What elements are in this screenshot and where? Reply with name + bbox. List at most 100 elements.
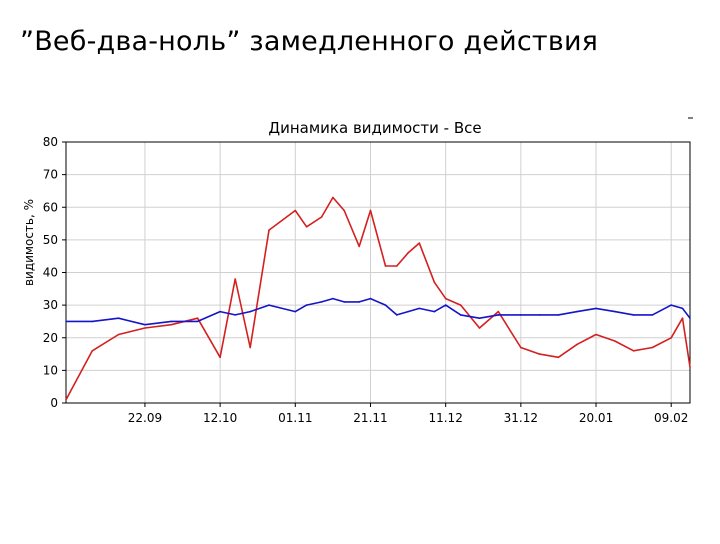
data-point bbox=[249, 346, 251, 349]
x-tick-labels: 22.09 12.10 01.11 21.11 11.12 31.12 20.01 09.02 bbox=[128, 403, 688, 425]
data-point bbox=[689, 317, 691, 320]
data-point bbox=[520, 346, 522, 349]
data-point bbox=[332, 297, 334, 300]
data-point bbox=[407, 310, 409, 313]
data-point bbox=[369, 209, 372, 212]
x-tick-label: 20.01 bbox=[579, 411, 613, 425]
y-tick-label: 50 bbox=[43, 233, 58, 247]
data-point bbox=[396, 314, 398, 316]
y-tick-label: 20 bbox=[43, 331, 58, 345]
data-point bbox=[670, 304, 672, 306]
data-point bbox=[520, 314, 522, 316]
data-point bbox=[305, 226, 308, 228]
data-point bbox=[65, 320, 67, 323]
x-tick-label: 31.12 bbox=[504, 411, 538, 425]
data-point bbox=[670, 337, 672, 339]
data-point bbox=[268, 229, 270, 231]
data-point bbox=[681, 307, 684, 310]
data-point bbox=[538, 353, 541, 355]
data-point bbox=[196, 317, 199, 320]
data-point bbox=[91, 320, 94, 323]
series-layer bbox=[65, 196, 691, 401]
data-point bbox=[396, 265, 398, 267]
y-tick-label: 0 bbox=[50, 396, 58, 410]
data-point bbox=[444, 304, 447, 306]
x-tick-label: 01.11 bbox=[278, 411, 312, 425]
data-point bbox=[418, 242, 421, 244]
data-point bbox=[117, 333, 120, 336]
data-point bbox=[459, 314, 462, 316]
data-point bbox=[219, 310, 221, 313]
data-point bbox=[144, 323, 146, 326]
data-point bbox=[651, 314, 654, 316]
data-point bbox=[614, 310, 616, 313]
y-tick-label: 30 bbox=[43, 298, 58, 312]
data-point bbox=[407, 252, 409, 254]
data-point bbox=[632, 314, 635, 316]
data-point bbox=[234, 314, 236, 316]
data-point bbox=[433, 281, 436, 284]
data-point bbox=[384, 265, 387, 267]
data-point bbox=[144, 327, 146, 329]
y-tick-label: 70 bbox=[43, 168, 58, 182]
data-point bbox=[557, 314, 560, 316]
data-point bbox=[320, 301, 323, 303]
data-point bbox=[689, 366, 691, 368]
data-point bbox=[681, 317, 684, 320]
data-point bbox=[651, 346, 654, 349]
data-point bbox=[294, 310, 297, 313]
data-point bbox=[576, 310, 578, 313]
data-point bbox=[632, 350, 635, 352]
data-point bbox=[497, 314, 500, 316]
data-point bbox=[196, 320, 199, 323]
data-point bbox=[358, 301, 361, 303]
data-point bbox=[332, 196, 334, 199]
data-point bbox=[557, 356, 560, 359]
x-tick-label: 09.02 bbox=[654, 411, 688, 425]
y-tick-label: 60 bbox=[43, 200, 58, 214]
data-point bbox=[478, 317, 481, 320]
data-point bbox=[170, 323, 173, 326]
data-point bbox=[444, 297, 447, 300]
data-point bbox=[433, 310, 436, 313]
data-point bbox=[117, 317, 120, 320]
x-tick-label: 12.10 bbox=[203, 411, 237, 425]
data-point bbox=[320, 216, 323, 218]
data-point bbox=[249, 310, 251, 313]
data-point bbox=[369, 297, 372, 300]
data-point bbox=[595, 333, 597, 336]
data-point bbox=[305, 304, 308, 306]
data-point bbox=[538, 314, 541, 316]
x-tick-label: 22.09 bbox=[128, 411, 162, 425]
chart-title: Динамика видимости - Все bbox=[268, 119, 481, 137]
data-point bbox=[65, 398, 67, 401]
y-tick-label: 80 bbox=[43, 135, 58, 149]
data-point bbox=[268, 304, 270, 306]
y-tick-label: 40 bbox=[43, 266, 58, 280]
y-axis-label: видимость, % bbox=[22, 199, 36, 286]
slide-title: ”Веб-два-ноль” замедленного действия bbox=[20, 26, 599, 57]
data-point bbox=[343, 209, 346, 212]
data-point bbox=[418, 307, 421, 310]
data-point bbox=[478, 327, 481, 329]
data-point bbox=[170, 320, 173, 323]
data-point bbox=[459, 304, 462, 306]
y-tick-label: 10 bbox=[43, 363, 58, 377]
x-tick-label: 11.12 bbox=[428, 411, 462, 425]
data-point bbox=[614, 340, 616, 342]
data-point bbox=[384, 304, 387, 306]
data-point bbox=[91, 350, 94, 352]
data-point bbox=[595, 307, 597, 310]
data-point bbox=[343, 301, 346, 303]
data-point bbox=[219, 356, 221, 359]
data-point bbox=[234, 278, 236, 280]
data-point bbox=[294, 209, 297, 212]
data-point bbox=[358, 245, 361, 248]
series-1 bbox=[65, 297, 691, 326]
chart-grid bbox=[66, 141, 690, 404]
x-tick-label: 21.11 bbox=[353, 411, 387, 425]
data-point bbox=[497, 310, 500, 313]
y-tick-labels: 0 10 20 30 40 50 60 70 80 bbox=[43, 135, 66, 410]
